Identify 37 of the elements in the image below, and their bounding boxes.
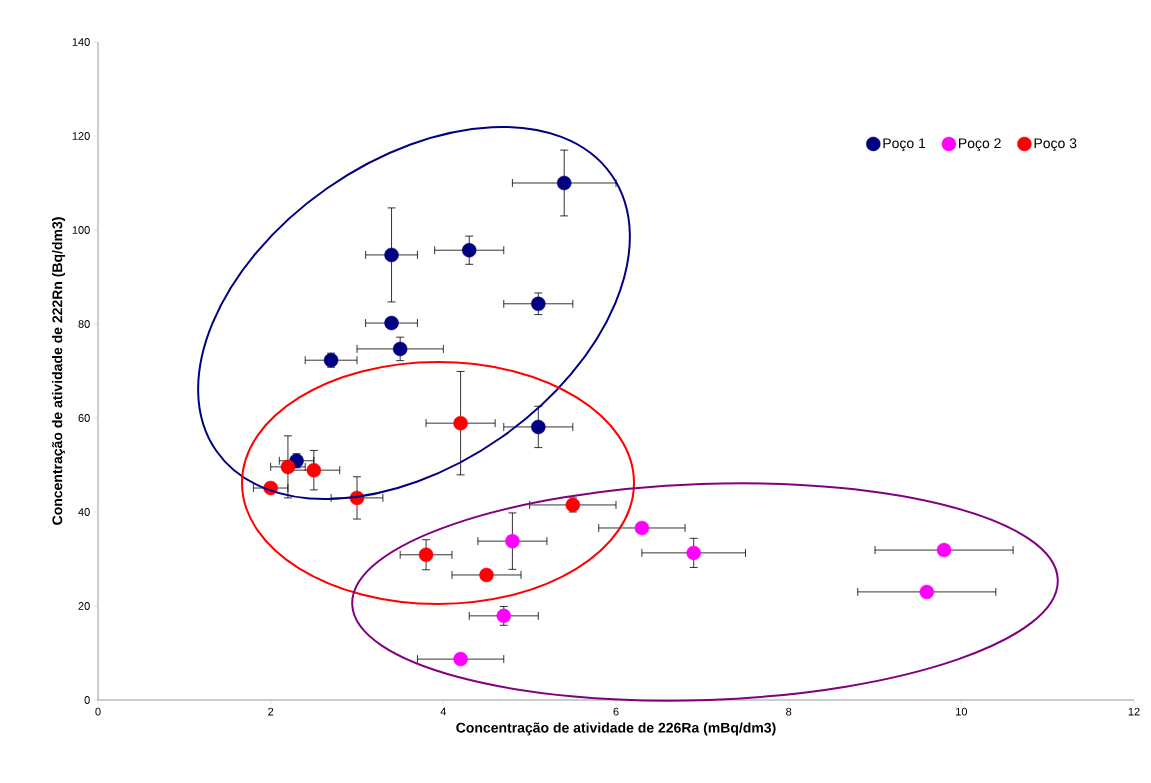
point [919, 584, 934, 600]
legend-label: Poço 3 [1034, 138, 1077, 152]
point [479, 567, 494, 583]
point [392, 341, 408, 357]
legend-label: Poço 1 [883, 138, 926, 151]
y-tick-label: 80 [78, 320, 90, 328]
y-tick-label: 40 [78, 508, 90, 516]
x-tick-label: 2 [268, 707, 274, 716]
point [384, 247, 399, 263]
point [505, 533, 520, 549]
point [453, 651, 468, 667]
x-tick-label: 4 [440, 707, 447, 716]
point [384, 315, 399, 331]
point [557, 175, 572, 191]
x-tick-label: 0 [95, 707, 101, 716]
x-tick-label: 10 [956, 707, 968, 716]
y-tick-label: 20 [78, 602, 90, 610]
point [453, 415, 468, 431]
point [418, 547, 434, 562]
y-axis-title: Concentração de atividade de 222Rn (Bq/dm3) [51, 217, 66, 525]
y-tick-label: 140 [72, 38, 90, 46]
point [531, 296, 546, 311]
x-tick-label: 8 [786, 707, 792, 716]
x-tick-label: 6 [613, 707, 619, 716]
point [462, 243, 477, 258]
point [531, 419, 546, 435]
y-tick-label: 60 [78, 414, 90, 422]
y-tick-label: 0 [84, 696, 90, 704]
point [306, 462, 322, 478]
x-tick-label: 12 [1128, 707, 1140, 716]
y-tick-label: 120 [72, 132, 90, 140]
point [936, 542, 952, 558]
x-axis-title: Concentração de atividade de 226Ra (mBq/dm3) [456, 722, 776, 736]
y-tick-label: 100 [72, 226, 90, 234]
legend-label: Poço 2 [959, 138, 1001, 152]
point [686, 545, 701, 561]
point [634, 520, 650, 536]
